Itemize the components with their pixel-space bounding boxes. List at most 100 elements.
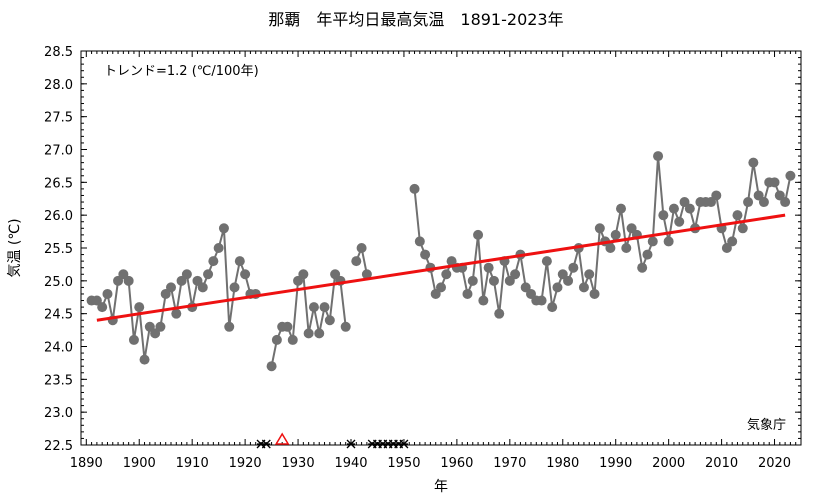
agency-credit: 気象庁 xyxy=(747,417,786,433)
data-point xyxy=(441,269,452,280)
data-point xyxy=(218,223,229,234)
data-point xyxy=(737,223,748,234)
data-point xyxy=(287,334,298,345)
data-point xyxy=(658,210,669,221)
x-axis-ticks: 1890 1900 1910 1920 1930 1940 1950 1960 1970 1980… xyxy=(70,51,802,471)
series-line xyxy=(91,228,256,360)
data-point xyxy=(314,328,325,339)
x-tick-label: 1970 xyxy=(493,456,526,471)
data-point xyxy=(478,295,489,306)
data-point xyxy=(361,269,372,280)
data-point xyxy=(97,302,108,313)
x-tick-label: 1900 xyxy=(123,456,156,471)
x-tick-label: 1980 xyxy=(546,456,579,471)
y-tick-label: 23.5 xyxy=(44,373,73,388)
data-point xyxy=(541,256,552,267)
chart-title: 那覇 年平均日最高気温 1891-2023年 xyxy=(268,10,563,29)
data-point xyxy=(758,197,769,208)
data-point xyxy=(780,197,791,208)
data-point xyxy=(208,256,219,267)
data-point xyxy=(748,157,759,168)
data-point xyxy=(584,269,595,280)
data-point xyxy=(483,262,494,273)
y-tick-label: 25.5 xyxy=(44,242,73,257)
data-point xyxy=(203,269,214,280)
data-point xyxy=(240,269,251,280)
data-point xyxy=(229,282,240,293)
x-tick-label: 1950 xyxy=(387,456,420,471)
data-point xyxy=(282,321,293,332)
plot-frame xyxy=(80,50,802,446)
data-point xyxy=(637,262,648,273)
x-tick-label: 2000 xyxy=(652,456,685,471)
data-point xyxy=(653,151,664,162)
y-tick-label: 27.0 xyxy=(44,144,73,159)
data-point xyxy=(711,190,722,201)
data-point xyxy=(568,262,579,273)
data-point xyxy=(605,243,616,253)
data-point xyxy=(102,288,113,299)
missing-year-marker xyxy=(399,439,409,449)
data-point xyxy=(578,282,589,293)
x-tick-label: 1910 xyxy=(176,456,209,471)
data-point xyxy=(674,216,685,227)
data-point xyxy=(340,321,351,332)
x-tick-label: 1920 xyxy=(229,456,262,471)
x-tick-label: 1990 xyxy=(599,456,632,471)
missing-year-marker xyxy=(346,439,356,449)
data-point xyxy=(298,269,309,280)
data-point xyxy=(494,308,505,319)
y-tick-label: 28.5 xyxy=(44,45,73,60)
y-tick-label: 24.0 xyxy=(44,341,73,356)
series-line xyxy=(413,155,792,314)
data-point xyxy=(785,170,796,181)
y-axis-ticks: 22.5 23.0 23.5 24.0 24.5 25.0 25.5 26.0 26.5 27.0… xyxy=(44,45,801,454)
trend-layer xyxy=(96,213,786,322)
trend-annotation: トレンド=1.2 (℃/100年) xyxy=(104,64,259,79)
missing-year-marker xyxy=(261,439,271,449)
y-tick-label: 24.5 xyxy=(44,308,73,323)
y-axis-label: 気温 (℃) xyxy=(7,218,23,277)
x-tick-label: 1940 xyxy=(334,456,367,471)
relocation-marker xyxy=(274,432,290,445)
y-tick-label: 28.0 xyxy=(44,78,73,93)
series-layer xyxy=(86,151,796,372)
data-point xyxy=(308,302,319,313)
data-point xyxy=(536,295,547,306)
x-tick-label: 2010 xyxy=(705,456,738,471)
data-point xyxy=(610,229,621,240)
y-tick-label: 26.5 xyxy=(44,176,73,191)
data-point xyxy=(616,203,626,214)
data-point xyxy=(420,249,431,260)
data-point xyxy=(155,321,166,332)
data-point xyxy=(663,236,674,247)
data-point xyxy=(128,334,139,345)
data-point xyxy=(171,308,182,319)
y-tick-label: 23.0 xyxy=(44,406,73,421)
data-point xyxy=(732,210,743,221)
data-point xyxy=(467,275,478,286)
data-point xyxy=(271,334,282,345)
data-point xyxy=(123,275,134,286)
data-point xyxy=(436,282,446,293)
data-point xyxy=(234,256,245,267)
data-point xyxy=(621,243,632,253)
x-tick-label: 1930 xyxy=(282,456,315,471)
data-point xyxy=(409,183,420,194)
x-tick-label: 1960 xyxy=(440,456,473,471)
data-point xyxy=(552,282,563,293)
data-point xyxy=(414,236,425,247)
x-tick-label: 2020 xyxy=(758,456,791,471)
data-point xyxy=(324,315,335,326)
y-tick-label: 27.5 xyxy=(44,111,73,126)
missing-year-markers xyxy=(256,432,409,449)
data-point xyxy=(356,243,367,253)
data-point xyxy=(166,282,176,293)
data-point xyxy=(769,177,780,188)
data-point xyxy=(647,236,658,247)
data-point xyxy=(668,203,679,214)
data-point xyxy=(684,203,695,214)
data-point xyxy=(547,302,558,313)
data-point xyxy=(351,256,362,267)
